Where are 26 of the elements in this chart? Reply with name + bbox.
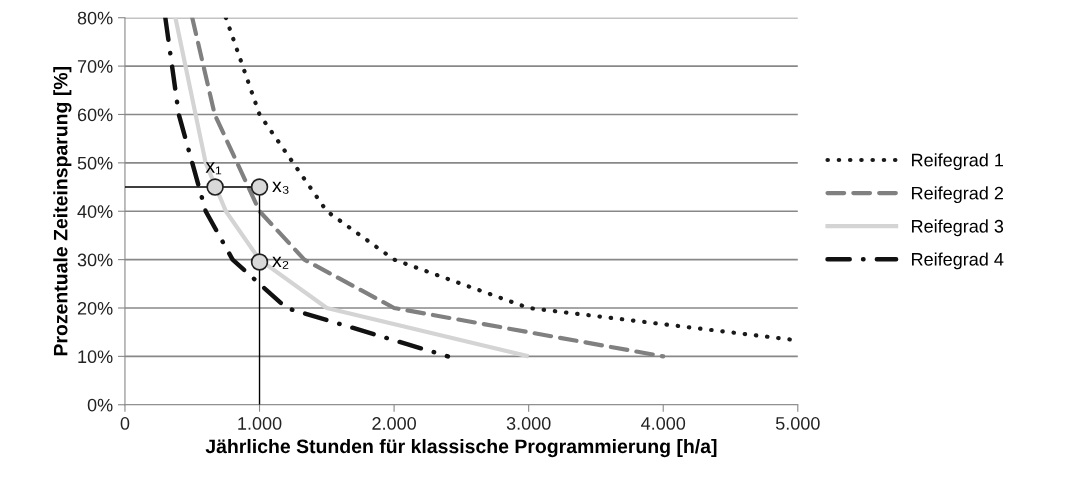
x-tick-label: 5.000 xyxy=(775,417,820,430)
legend-label: Reifegrad 2 xyxy=(912,186,1003,204)
annotation: x₂ xyxy=(272,256,289,269)
annotation: x₃ xyxy=(272,181,289,194)
line-series xyxy=(163,17,451,359)
x-axis-title: Jährliche Stunden für klassische Programmierung [h/a] xyxy=(205,438,717,458)
x-tick-label: 0 xyxy=(120,417,130,430)
y-axis-title: Prozentuale Zeiteinsparung [%] xyxy=(53,67,72,356)
line-series xyxy=(173,17,531,359)
x-tick-label: 2.000 xyxy=(372,417,416,430)
y-tick-label: 60% xyxy=(77,108,113,122)
x-tick-label: 1.000 xyxy=(238,417,282,430)
legend-label: Reifegrad 1 xyxy=(912,153,1004,171)
y-tick-label: 0% xyxy=(87,398,113,412)
y-tick-label: 80% xyxy=(77,11,113,25)
legend-label: Reifegrad 3 xyxy=(912,219,1004,237)
y-tick-label: 30% xyxy=(77,253,113,267)
legend-label: Reifegrad 4 xyxy=(912,252,1004,270)
y-tick-label: 40% xyxy=(77,205,113,218)
y-tick-label: 50% xyxy=(77,156,113,170)
x-tick-label: 4.000 xyxy=(641,417,686,430)
y-tick-label: 70% xyxy=(77,60,113,73)
y-tick-label: 20% xyxy=(77,301,113,315)
annotation: x₁ xyxy=(205,162,222,175)
y-tick-label: 10% xyxy=(78,350,113,364)
x-tick-label: 3.000 xyxy=(506,417,551,430)
